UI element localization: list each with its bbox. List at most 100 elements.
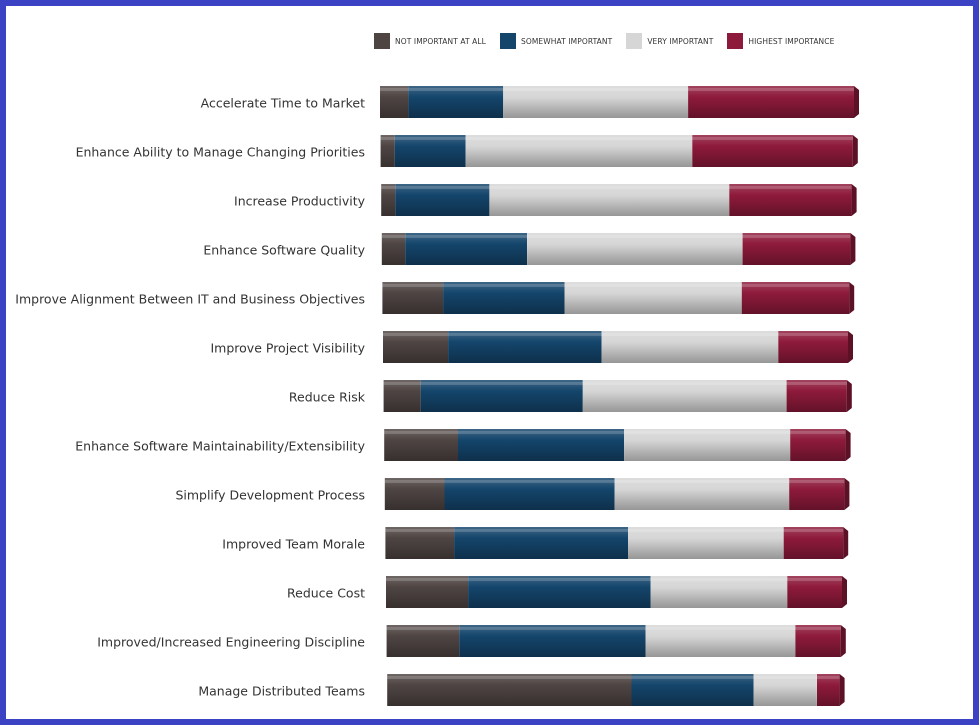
bar-segment-not-important — [384, 429, 458, 461]
bar-highlight — [382, 284, 850, 287]
bar-segment-highest — [789, 478, 845, 510]
legend-item-somewhat: SOMEWHAT IMPORTANT — [499, 33, 613, 49]
bar-segment-somewhat — [459, 625, 646, 657]
bar-segment-somewhat — [468, 576, 651, 608]
bar-segment-not-important — [380, 135, 395, 167]
bar-segment-very — [527, 233, 743, 265]
bar-segment-very — [614, 478, 790, 510]
bar-segment-highest — [692, 135, 853, 167]
bar-segment-very — [645, 625, 796, 657]
category-label: Enhance Software Maintainability/Extensi… — [75, 438, 365, 454]
bar-end-cap — [845, 429, 851, 461]
bar-segment-somewhat — [395, 184, 490, 216]
bar-segment-very — [628, 527, 784, 559]
legend-label-somewhat: SOMEWHAT IMPORTANT — [520, 36, 613, 46]
legend-label-not-important: NOT IMPORTANT AT ALL — [395, 36, 486, 46]
bar-segment-somewhat — [448, 331, 602, 363]
bar-segment-highest — [790, 429, 846, 461]
bar-segment-not-important — [382, 282, 444, 314]
bar-segment-somewhat — [420, 380, 583, 412]
bar-end-cap — [848, 331, 853, 363]
bar-highlight — [381, 235, 851, 238]
bar-segment-very — [564, 282, 742, 314]
category-label: Simplify Development Process — [175, 487, 365, 503]
category-label: Enhance Software Quality — [203, 242, 365, 258]
bar-segment-somewhat — [394, 135, 466, 167]
bar-segment-somewhat — [454, 527, 629, 559]
bar-segment-very — [624, 429, 791, 461]
bar-highlight — [387, 676, 840, 679]
bar-segment-very — [650, 576, 788, 608]
bar-segment-somewhat — [443, 282, 565, 314]
bar-segment-very — [753, 674, 817, 706]
bar-segment-highest — [778, 331, 849, 363]
bar-highlight — [384, 480, 845, 483]
bar-end-cap — [852, 135, 858, 167]
legend-label-highest: HIGHEST IMPORTANCE — [748, 36, 835, 46]
bar-end-cap — [842, 576, 847, 608]
bar-segment-not-important — [383, 331, 449, 363]
bar-highlight — [380, 88, 854, 91]
bar-segment-very — [582, 380, 787, 412]
bar-highlight — [380, 137, 853, 140]
bar-highlight — [386, 627, 841, 630]
legend-label-very: VERY IMPORTANT — [647, 36, 714, 46]
bar-segment-not-important — [381, 233, 406, 265]
bar-segment-somewhat — [405, 233, 527, 265]
category-label: Accelerate Time to Market — [200, 95, 365, 111]
bar-segment-somewhat — [444, 478, 615, 510]
bar-segment-somewhat — [458, 429, 625, 461]
bar-segment-very — [465, 135, 693, 167]
category-label: Reduce Cost — [287, 585, 365, 601]
bar-end-cap — [849, 282, 855, 314]
bar-segment-highest — [795, 625, 841, 657]
bar-segment-not-important — [387, 674, 632, 706]
legend-swatch-very — [626, 33, 643, 49]
bar-segment-highest — [786, 380, 847, 412]
bar-end-cap — [850, 233, 856, 265]
bar-segment-highest — [742, 233, 851, 265]
category-label: Manage Distributed Teams — [198, 683, 365, 699]
bar-end-cap — [844, 478, 850, 510]
bar-highlight — [383, 333, 848, 336]
category-label: Enhance Ability to Manage Changing Prior… — [75, 144, 365, 160]
legend-item-very: VERY IMPORTANT — [626, 33, 713, 49]
bar-segment-highest — [729, 184, 852, 216]
category-label: Reduce Risk — [288, 389, 365, 405]
bar-segment-highest — [787, 576, 842, 608]
bar-segment-not-important — [386, 625, 460, 657]
bar-segment-not-important — [380, 86, 409, 118]
bar-segment-highest — [817, 674, 840, 706]
legend-swatch-highest — [727, 33, 744, 49]
bar-segment-not-important — [383, 380, 421, 412]
bar-highlight — [383, 382, 847, 385]
bar-end-cap — [846, 380, 852, 412]
bar-segment-highest — [783, 527, 844, 559]
bar-segment-highest — [688, 86, 854, 118]
bar-segment-somewhat — [408, 86, 504, 118]
bar-highlight — [385, 529, 844, 532]
bar-end-cap — [851, 184, 857, 216]
bar-highlight — [381, 186, 852, 189]
bar-highlight — [386, 578, 842, 581]
bar-segment-very — [601, 331, 779, 363]
category-label: Improve Project Visibility — [210, 340, 366, 356]
category-label: Increase Productivity — [234, 193, 365, 209]
bar-end-cap — [840, 625, 846, 657]
bar-end-cap — [854, 86, 859, 118]
legend: NOT IMPORTANT AT ALL SOMEWHAT IMPORTANT … — [374, 30, 834, 52]
legend-item-not-important: NOT IMPORTANT AT ALL — [374, 33, 486, 49]
bar-segment-very — [503, 86, 689, 118]
bar-segment-not-important — [384, 478, 445, 510]
bar-end-cap — [839, 674, 845, 706]
bar-segment-not-important — [381, 184, 396, 216]
category-label: Improved Team Morale — [222, 536, 365, 552]
bar-segment-not-important — [385, 527, 455, 559]
category-label: Improve Alignment Between IT and Busines… — [15, 291, 365, 307]
legend-swatch-not-important — [374, 33, 390, 49]
bar-segment-highest — [741, 282, 850, 314]
legend-swatch-somewhat — [499, 33, 516, 49]
bar-segment-somewhat — [631, 674, 754, 706]
bar-segment-very — [489, 184, 730, 216]
